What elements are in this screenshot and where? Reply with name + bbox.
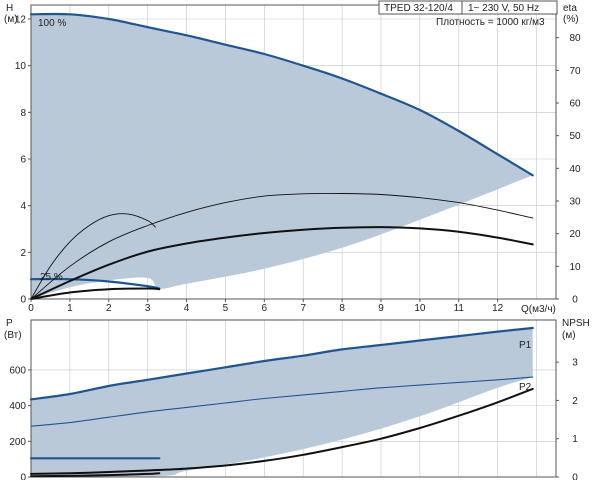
top-curve-head_min (29, 277, 161, 290)
top-curve-eta_min_speed_thin (30, 213, 156, 300)
top-curve-head_max (29, 12, 534, 177)
top-y-right-tick-label: 60 (569, 99, 581, 110)
speed-label-25: 25 % (40, 272, 63, 283)
top-y-right-tick-label: 40 (569, 164, 581, 175)
bottom-y-left-tick-label: 0 (20, 473, 26, 480)
top-y-right-tick-label: 10 (569, 262, 581, 273)
bottom-operating-band (31, 328, 533, 477)
top-y-left-tick-label: 8 (20, 108, 26, 119)
top-x-tick-label: 4 (184, 303, 190, 314)
bottom-y-left-tick-label: 400 (9, 401, 26, 412)
bottom-curve-npsh_min_speed (30, 472, 161, 478)
top-x-tick-label: 8 (339, 303, 345, 314)
curve-label-p1: P1 (519, 340, 532, 351)
top-x-tick-label: 2 (106, 303, 112, 314)
top-y-right-unit: (%) (563, 14, 579, 25)
bottom-y-left-tick-label: 600 (9, 365, 26, 376)
top-operating-band (31, 13, 533, 299)
top-y-left-tick-label: 2 (20, 248, 26, 259)
pump-model: TPED 32-120/4 (384, 3, 453, 14)
top-y-left-tick-label: 0 (20, 295, 26, 306)
top-x-tick-label: 10 (414, 303, 426, 314)
info-box (378, 0, 558, 15)
top-y-right-tick-label: 50 (569, 131, 581, 142)
top-x-tick-label: 6 (262, 303, 268, 314)
bottom-y-right-tick-label: 2 (572, 396, 578, 407)
x-axis-title: Q(м3/ч) (521, 304, 556, 315)
top-curve-eta_min_speed_thick (30, 287, 161, 300)
top-y-left-tick-label: 6 (20, 155, 26, 166)
top-curve-eta_max_speed_thin (30, 192, 534, 300)
top-x-tick-label: 0 (28, 303, 34, 314)
curve-label-p2: P2 (519, 382, 532, 393)
top-x-tick-label: 11 (454, 303, 465, 314)
bottom-y-left-unit: (Вт) (4, 330, 22, 341)
top-y-left-tick-label: 4 (20, 201, 26, 212)
top-y-right-tick-label: 0 (572, 295, 578, 306)
bottom-y-right-tick-label: 3 (572, 358, 578, 369)
top-y-right-tick-label: 20 (569, 229, 581, 240)
top-y-right-tick-label: 70 (569, 66, 581, 77)
bottom-curve-P2 (30, 376, 534, 427)
bottom-y-left-title: P (6, 318, 13, 329)
top-x-tick-label: 3 (145, 303, 151, 314)
bottom-y-right-tick-label: 0 (572, 473, 578, 480)
top-x-tick-label: 9 (378, 303, 384, 314)
top-y-right-tick-label: 30 (569, 197, 581, 208)
top-y-left-title: H (6, 3, 13, 14)
bottom-y-left-tick-label: 200 (9, 437, 26, 448)
top-y-right-title: eta (563, 3, 577, 14)
bottom-y-right-tick-label: 1 (572, 434, 578, 445)
top-curve-eta_max_speed_thick (30, 226, 534, 300)
top-x-tick-label: 5 (223, 303, 229, 314)
top-y-left-tick-label: 12 (15, 15, 27, 26)
top-y-right-tick-label: 80 (569, 33, 581, 44)
top-x-tick-label: 1 (67, 303, 73, 314)
top-y-left-tick-label: 10 (15, 61, 27, 72)
bottom-y-right-unit: (м) (562, 330, 576, 341)
supply-voltage: 1~ 230 V, 50 Hz (468, 3, 539, 14)
top-y-left-unit: (м) (4, 14, 18, 25)
power-npsh-panel: 0 200 400 600 0 1 2 3 (9, 319, 578, 480)
bottom-curve-P1 (29, 326, 534, 401)
top-x-tick-label: 7 (300, 303, 306, 314)
fluid-density: Плотность = 1000 кг/м3 (436, 17, 545, 28)
speed-label-100: 100 % (38, 18, 66, 29)
bottom-y-right-title: NPSH (562, 318, 590, 329)
top-x-tick-label: 12 (492, 303, 504, 314)
bottom-curve-npsh (30, 387, 534, 475)
top-plot-frame (30, 4, 557, 300)
